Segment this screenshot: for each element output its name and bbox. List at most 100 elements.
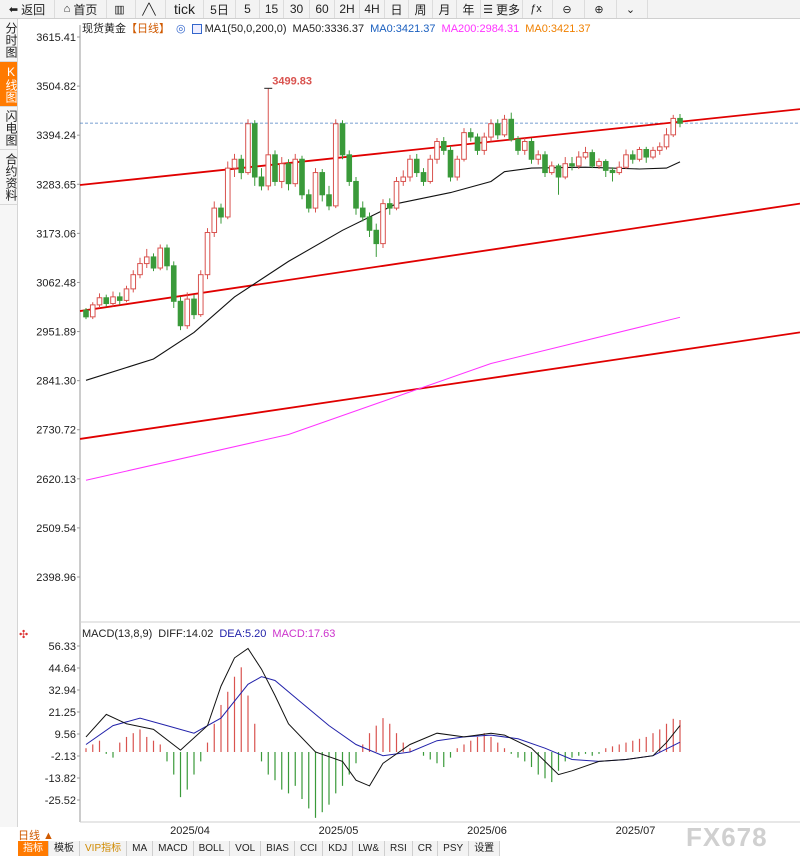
chart-bars-icon: ▥	[114, 3, 125, 16]
macd-y-tick-label: 44.64	[48, 663, 76, 675]
candle	[292, 153, 299, 187]
candle	[440, 137, 447, 155]
candle	[575, 151, 582, 170]
settings-icon[interactable]: ◎	[176, 23, 186, 35]
x-tick-label: 2025/04	[170, 825, 210, 837]
toolbar-label: 60	[315, 2, 329, 16]
dea-line	[85, 676, 681, 762]
indicator-tab-vol[interactable]: VOL	[230, 841, 262, 856]
indicator-tab-boll[interactable]: BOLL	[193, 841, 231, 856]
toolbar-item-30[interactable]: 30	[284, 0, 310, 18]
indicator-tab-lw&[interactable]: LW&	[353, 841, 386, 856]
macd-y-tick-label: -25.52	[45, 795, 76, 807]
sidebar-tab-2[interactable]: 闪电图	[0, 107, 18, 150]
candle	[326, 185, 332, 211]
indicator-tab-macd[interactable]: MACD	[153, 841, 194, 856]
candle	[386, 198, 393, 215]
toolbar-label: tick	[174, 1, 195, 17]
macd-y-tick-label: 21.25	[48, 707, 76, 719]
macd-y-tick-label: -13.82	[45, 773, 76, 785]
candle	[555, 163, 562, 195]
candle	[481, 132, 488, 155]
indicator-tab-cr[interactable]: CR	[412, 841, 439, 856]
candle	[602, 159, 609, 178]
candle	[488, 119, 494, 142]
indicator-tabs: 指标 模板 VIP指标 MA MACD BOLL VOL BIAS CCI KDJ LW& RSI CR…	[18, 841, 501, 856]
macd-diff: DIFF:14.02	[158, 628, 214, 640]
sidebar-tab-1[interactable]: K线图	[0, 62, 18, 107]
candle	[130, 270, 137, 293]
candle	[420, 168, 427, 186]
candle	[663, 128, 670, 150]
toolbar-item-5日[interactable]: 5日	[204, 0, 236, 18]
toolbar-item-年[interactable]: 年	[457, 0, 481, 18]
candle	[83, 307, 89, 320]
candle	[366, 212, 373, 237]
candle	[427, 154, 434, 184]
ma0b-label: MA0:3421.37	[525, 23, 591, 35]
toolbar-item-返回[interactable]: ⬅ 返回	[0, 0, 55, 18]
toolbar-item-4H[interactable]: 4H	[360, 0, 385, 18]
toolbar-label: 4H	[364, 2, 380, 16]
period-select[interactable]: 日线 ▲	[18, 830, 54, 842]
candle	[224, 161, 231, 220]
candle	[204, 228, 211, 280]
crosshair-icon[interactable]: ✣	[19, 629, 29, 641]
candlestick-chart[interactable]: 3615.41 3504.82 3394.24 3283.65 3173.06 3062.…	[0, 19, 800, 639]
ma-toggle-icon[interactable]	[191, 24, 202, 35]
zoom-out-icon: ⊖	[562, 3, 572, 16]
toolbar-item-tick[interactable]: tick	[166, 0, 204, 18]
sidebar-tab-0[interactable]: 分时图	[0, 19, 18, 62]
toolbar-item-日[interactable]: 日	[385, 0, 409, 18]
toolbar-item-line-chart[interactable]: ╱╲	[136, 0, 166, 18]
candle	[596, 158, 602, 170]
candle	[528, 137, 535, 164]
toolbar-item-chevron-down[interactable]: ⌄	[617, 0, 648, 18]
candle	[461, 128, 467, 162]
toolbar-item-首页[interactable]: ⌂ 首页	[55, 0, 107, 18]
toolbar-item-2H[interactable]: 2H	[335, 0, 360, 18]
indicator-tab-bias[interactable]: BIAS	[261, 841, 295, 856]
indicator-tab-psy[interactable]: PSY	[438, 841, 470, 856]
candle	[582, 146, 589, 160]
toolbar-item-5[interactable]: 5	[236, 0, 260, 18]
indicator-tab-设置[interactable]: 设置	[469, 841, 501, 856]
candle	[609, 167, 616, 182]
sidebar-tab-3[interactable]: 合约资料	[0, 150, 18, 205]
candle	[542, 151, 548, 178]
toolbar-item-15[interactable]: 15	[260, 0, 284, 18]
candle	[548, 161, 555, 175]
candle	[157, 244, 164, 271]
indicator-tab-ma[interactable]: MA	[127, 841, 154, 856]
candle	[278, 157, 285, 189]
toolbar-item-zoom-in[interactable]: ⊕	[585, 0, 617, 18]
toolbar-item-zoom-out[interactable]: ⊖	[553, 0, 585, 18]
indicator-tab-cci[interactable]: CCI	[294, 841, 324, 856]
candle	[251, 120, 258, 186]
toolbar-item-chart-bars[interactable]: ▥	[107, 0, 136, 18]
y-tick-label: 2620.13	[36, 474, 76, 486]
main-legend: 现货黄金【日线】 ◎ MA1(50,0,200,0) MA50:3336.37 MA0:…	[82, 20, 597, 36]
toolbar-item-月[interactable]: 月	[433, 0, 457, 18]
toolbar-item-周[interactable]: 周	[409, 0, 433, 18]
toolbar-label: 30	[289, 2, 304, 16]
indicator-tab-指标[interactable]: 指标	[18, 841, 49, 856]
candle	[636, 146, 643, 162]
candle	[569, 157, 575, 171]
macd-chart[interactable]: 2025/04 2025/05 2025/06 2025/07 56.33 44.64 32…	[0, 620, 800, 850]
ma200-line	[85, 316, 681, 481]
toolbar-item-fx[interactable]: ƒx	[523, 0, 553, 18]
period-label: 【日线】	[126, 23, 170, 35]
toolbar-item-更多[interactable]: ☰ 更多	[481, 0, 523, 18]
candle	[103, 294, 110, 307]
candle	[353, 177, 359, 215]
candle	[562, 157, 569, 180]
indicator-tab-模板[interactable]: 模板	[49, 841, 80, 856]
toolbar-item-60[interactable]: 60	[310, 0, 335, 18]
indicator-tab-rsi[interactable]: RSI	[385, 841, 413, 856]
indicator-tab-vip指标[interactable]: VIP指标	[80, 841, 128, 856]
macd-value: MACD:17.63	[272, 628, 336, 640]
indicator-tab-kdj[interactable]: KDJ	[323, 841, 354, 856]
candle	[589, 149, 596, 169]
candle	[616, 161, 623, 175]
